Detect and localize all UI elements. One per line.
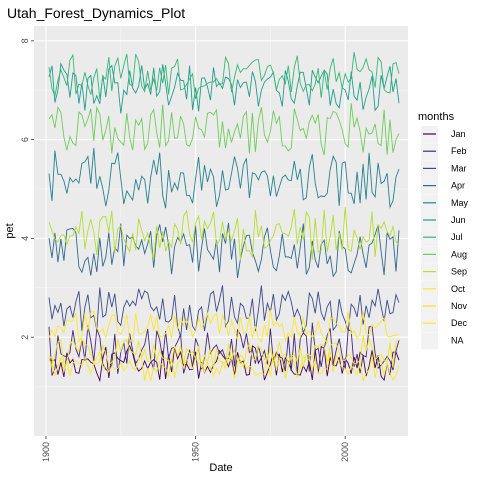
legend-label-apr: Apr	[451, 181, 465, 191]
legend-label-aug: Aug	[451, 249, 467, 259]
x-tick-label: 2000	[340, 442, 350, 462]
series-line-may	[48, 147, 400, 209]
legend-label-sep: Sep	[451, 267, 467, 277]
legend-label-nov: Nov	[451, 301, 468, 311]
legend-label-oct: Oct	[451, 284, 466, 294]
legend-label-dec: Dec	[451, 318, 468, 328]
legend-label-jul: Jul	[451, 232, 463, 242]
y-tick-label: 8	[20, 38, 30, 43]
y-axis-title: pet	[4, 223, 16, 238]
series-lines	[48, 52, 400, 383]
y-tick-label: 4	[20, 236, 30, 241]
legend-label-jun: Jun	[451, 215, 466, 225]
series-line-dec	[48, 350, 400, 383]
y-tick-label: 2	[20, 335, 30, 340]
series-line-aug	[48, 103, 400, 156]
series-line-mar	[48, 285, 400, 338]
series-line-nov	[48, 335, 400, 369]
y-tick-label: 6	[20, 137, 30, 142]
legend-label-may: May	[451, 198, 469, 208]
legend-label-mar: Mar	[451, 163, 467, 173]
legend-label-feb: Feb	[451, 146, 467, 156]
series-line-jun	[48, 62, 400, 114]
legend-key-background	[421, 332, 438, 350]
series-line-jul	[48, 52, 400, 100]
x-tick-label: 1950	[191, 442, 201, 462]
legend-title: months	[418, 111, 455, 123]
series-line-sep	[48, 206, 400, 261]
chart-title: Utah_Forest_Dynamics_Plot	[7, 5, 185, 21]
series-line-apr	[48, 222, 400, 279]
series-line-feb	[48, 322, 400, 376]
legend-label-na: NA	[451, 335, 464, 345]
series-line-oct	[48, 309, 400, 345]
x-tick-label: 1900	[41, 442, 51, 462]
legend: months Jan Feb Mar Apr May Jun Jul Aug Sep Oct Nov…	[418, 111, 469, 350]
axis-ticks: 1900 1950 2000 2 4 6 8	[20, 38, 350, 462]
legend-label-jan: Jan	[451, 129, 466, 139]
major-gridlines	[34, 26, 408, 436]
x-axis-title: Date	[209, 462, 232, 474]
